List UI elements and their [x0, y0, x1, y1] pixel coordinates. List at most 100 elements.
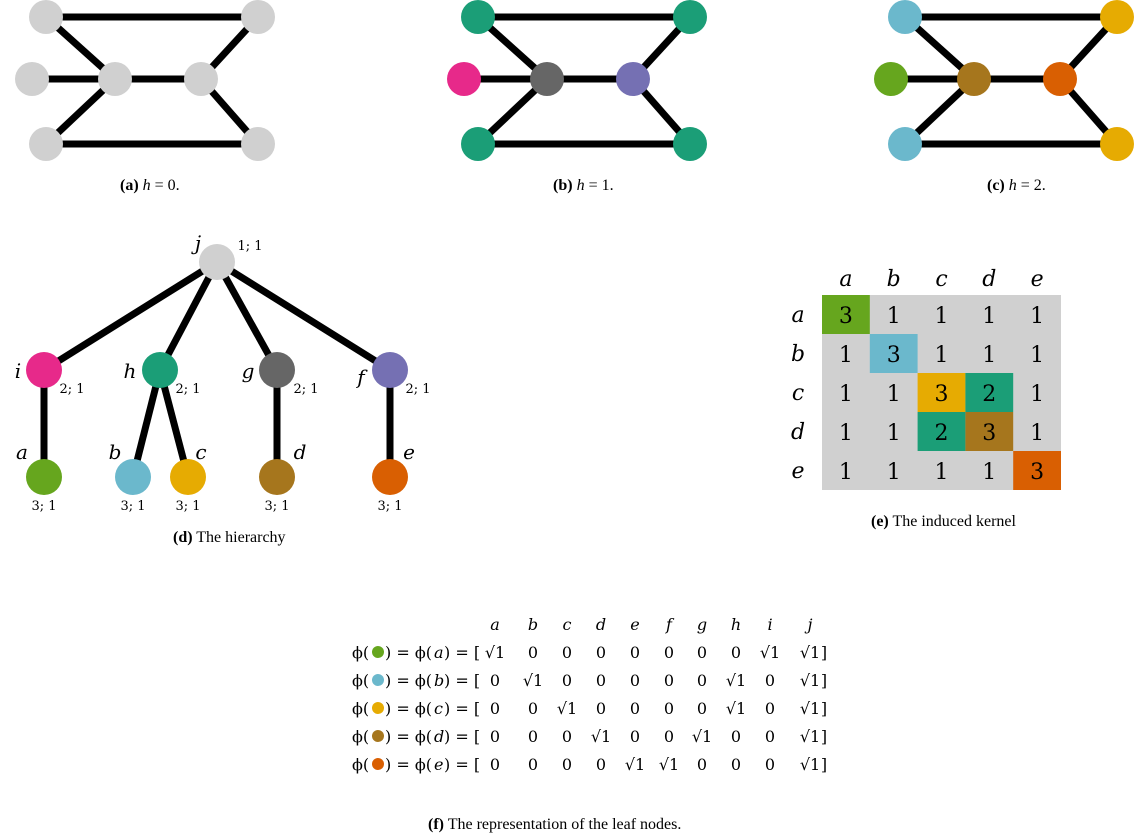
repr-bracket-close: ] — [821, 727, 827, 746]
repr-value: 0 — [596, 755, 606, 774]
graph-node — [1100, 0, 1134, 34]
repr-col-header: i — [767, 615, 772, 634]
graph-node — [673, 127, 707, 161]
repr-value: 0 — [630, 699, 640, 718]
repr-value: 0 — [697, 643, 707, 662]
repr-bracket-close: ] — [821, 755, 827, 774]
graph-node — [461, 127, 495, 161]
repr-col-header: g — [697, 615, 707, 634]
repr-value: 0 — [596, 699, 606, 718]
graph-node — [1043, 62, 1077, 96]
kernel-highlight-cell — [917, 412, 966, 451]
kernel-row-header: e — [791, 459, 804, 484]
graph-node — [241, 127, 275, 161]
kernel-cell-value: 1 — [935, 460, 949, 485]
tree-node-name: i — [15, 359, 21, 383]
kernel-cell-value: 3 — [982, 421, 996, 446]
repr-var: b — [434, 671, 444, 690]
repr-value: 0 — [630, 643, 640, 662]
caption-f-tag: (f) — [428, 816, 444, 833]
repr-phi-mid: ) = ϕ( — [385, 671, 432, 690]
tree-edge — [213, 260, 281, 372]
kernel-cell-value: 3 — [935, 382, 949, 407]
repr-value: 0 — [490, 755, 500, 774]
caption-b-var: h — [576, 177, 585, 194]
tree-node-mid — [142, 352, 178, 388]
repr-col-header: j — [805, 615, 813, 634]
tree-node-name: j — [191, 231, 201, 255]
caption-e-text: The induced kernel — [888, 513, 1016, 530]
kernel-cell-value: 2 — [982, 382, 996, 407]
tree-node-mid — [259, 352, 295, 388]
repr-leaf-dot — [372, 702, 384, 714]
repr-phi-mid: ) = ϕ( — [385, 727, 432, 746]
repr-value: 0 — [664, 699, 674, 718]
repr-value: 0 — [562, 727, 572, 746]
repr-var: e — [434, 755, 443, 774]
repr-value: 0 — [664, 671, 674, 690]
graph-node — [888, 0, 922, 34]
tree-node-name: g — [242, 359, 255, 383]
repr-col-header: d — [596, 615, 606, 634]
repr-value: 0 — [528, 727, 538, 746]
graph-node — [673, 0, 707, 34]
repr-value: 0 — [697, 671, 707, 690]
repr-col-header: f — [665, 615, 675, 634]
kernel-col-header: d — [982, 267, 996, 292]
kernel-cell-value: 1 — [839, 460, 853, 485]
kernel-cell-value: 1 — [887, 382, 901, 407]
repr-col-header: e — [630, 615, 639, 634]
kernel-cell-value: 3 — [1030, 460, 1044, 485]
repr-value: 0 — [731, 727, 741, 746]
tree-node-name: e — [403, 440, 415, 464]
graph-node — [98, 62, 132, 96]
tree-node-count: 3; 1 — [264, 499, 289, 514]
repr-value: 0 — [528, 699, 538, 718]
kernel-cell-value: 1 — [887, 460, 901, 485]
repr-value: 0 — [765, 671, 775, 690]
repr-value: √1 — [760, 643, 780, 662]
graph-node — [1100, 127, 1134, 161]
repr-value: √1 — [800, 699, 820, 718]
repr-phi-open: ϕ( — [352, 727, 369, 746]
repr-bracket-open: ) = [ — [444, 727, 480, 746]
repr-bracket-close: ] — [821, 671, 827, 690]
repr-col-header: c — [563, 615, 572, 634]
kernel-cell-value: 1 — [982, 304, 996, 329]
graph-node — [616, 62, 650, 96]
repr-value: 0 — [731, 755, 741, 774]
kernel-col-header: a — [839, 267, 852, 292]
repr-bracket-close: ] — [821, 699, 827, 718]
kernel-cell-value: 2 — [935, 421, 949, 446]
kernel-cell-value: 1 — [1030, 421, 1044, 446]
tree-node-count: 2; 1 — [405, 382, 430, 397]
repr-var: a — [434, 643, 444, 662]
kernel-cell-value: 1 — [982, 460, 996, 485]
kernel-cell-value: 3 — [839, 304, 853, 329]
kernel-row-header: c — [792, 381, 804, 406]
kernel-cell-value: 1 — [839, 421, 853, 446]
repr-value: √1 — [726, 671, 746, 690]
repr-col-header: a — [490, 615, 500, 634]
caption-f: (f) The representation of the leaf nodes… — [428, 816, 681, 834]
tree-node-name: b — [109, 440, 122, 464]
repr-value: √1 — [800, 727, 820, 746]
kernel-row-header: d — [791, 420, 805, 445]
tree-edge — [215, 259, 392, 373]
caption-c-tag: (c) — [987, 177, 1005, 194]
tree-node-mid — [372, 352, 408, 388]
graph-node — [29, 127, 63, 161]
caption-c-rest: = 2. — [1016, 177, 1046, 194]
repr-value: √1 — [726, 699, 746, 718]
repr-phi-open: ϕ( — [352, 699, 369, 718]
tree-node-name: f — [355, 365, 368, 389]
tree-node-mid — [26, 352, 62, 388]
tree-node-count: 3; 1 — [175, 499, 200, 514]
graph-node — [888, 127, 922, 161]
graph-node — [241, 0, 275, 34]
tree-edge — [129, 369, 164, 478]
repr-bracket-open: ) = [ — [444, 755, 480, 774]
repr-value: 0 — [630, 727, 640, 746]
kernel-cell-value: 1 — [839, 382, 853, 407]
kernel-col-header: b — [887, 267, 901, 292]
